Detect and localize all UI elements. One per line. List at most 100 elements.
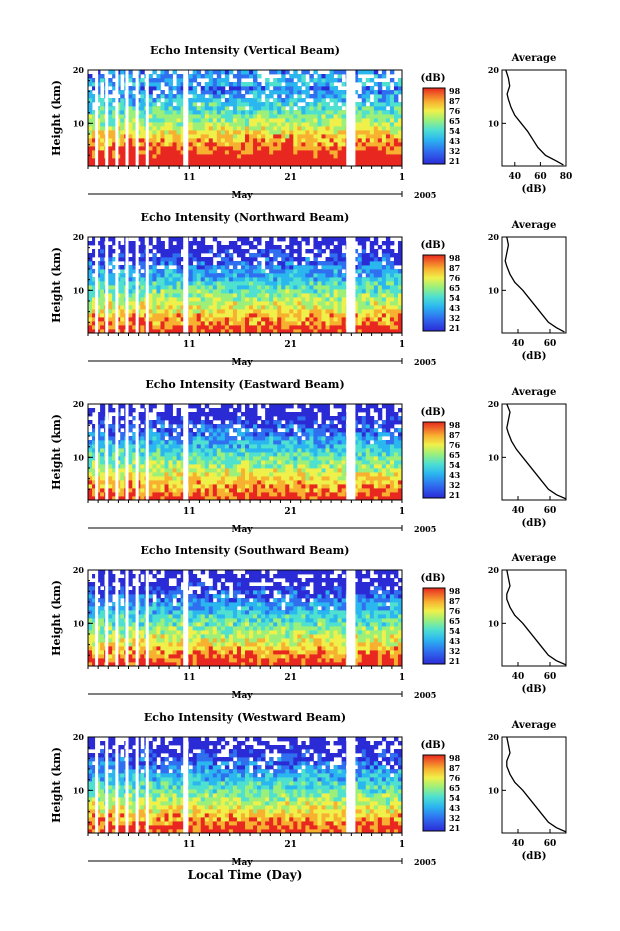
- heatmap-cell: [337, 464, 343, 469]
- heatmap-cell: [168, 488, 173, 493]
- heatmap-cell: [236, 440, 242, 445]
- heatmap-cell: [297, 122, 302, 127]
- heatmap-cell: [325, 150, 330, 155]
- heatmap-cell: [172, 480, 177, 485]
- heatmap-cell: [172, 245, 177, 250]
- heatmap-cell: [128, 325, 133, 330]
- heatmap-cell: [228, 448, 234, 453]
- heatmap-cell: [192, 130, 198, 135]
- heatmap-cell: [321, 158, 326, 163]
- heatmap-cell: [333, 444, 338, 449]
- heatmap-cell: [397, 444, 403, 449]
- heatmap-cell: [120, 448, 125, 453]
- heatmap-cell: [164, 126, 169, 131]
- heatmap-cell: [285, 94, 290, 99]
- heatmap-cell: [192, 138, 198, 143]
- heatmap-cell: [317, 309, 322, 314]
- heatmap-cell: [309, 94, 314, 99]
- heatmap-cell: [377, 118, 383, 123]
- heatmap-cell: [200, 269, 206, 274]
- heatmap-cell: [160, 70, 165, 75]
- heatmap-cell: [361, 106, 367, 111]
- heatmap-cell: [273, 126, 278, 131]
- heatmap-cell: [301, 492, 306, 497]
- heatmap-cell: [301, 440, 306, 445]
- heatmap-cell: [301, 106, 306, 111]
- heatmap-cell: [317, 488, 322, 493]
- heatmap-cell: [301, 488, 306, 493]
- heatmap-cell: [192, 329, 198, 334]
- heatmap-cell: [188, 476, 194, 481]
- heatmap-cell: [108, 329, 113, 334]
- heatmap-cell: [180, 94, 186, 99]
- heatmap-cell: [265, 428, 270, 433]
- heatmap-cell: [281, 154, 286, 159]
- heatmap-cell: [361, 285, 367, 290]
- heatmap-cell: [236, 488, 242, 493]
- heatmap-cell: [112, 488, 117, 493]
- heatmap-cell: [309, 150, 314, 155]
- heatmap-cell: [249, 253, 254, 258]
- heatmap-cell: [152, 265, 157, 270]
- heatmap-cell: [273, 496, 278, 501]
- heatmap-cell: [160, 428, 165, 433]
- heatmap-cell: [285, 86, 290, 91]
- heatmap-cell: [168, 444, 173, 449]
- heatmap-cell: [297, 245, 302, 250]
- heatmap-cell: [164, 444, 169, 449]
- heatmap-cell: [224, 110, 230, 115]
- heatmap-cell: [212, 281, 218, 286]
- heatmap-cell: [305, 106, 310, 111]
- heatmap-cell: [277, 436, 282, 441]
- heatmap-cell: [220, 496, 226, 501]
- heatmap-cell: [132, 496, 137, 501]
- heatmap-cell: [385, 269, 391, 274]
- heatmap-cell: [309, 78, 314, 83]
- heatmap-cell: [389, 492, 395, 497]
- heatmap-cell: [160, 102, 165, 107]
- heatmap-cell: [224, 273, 230, 278]
- heatmap-cell: [389, 281, 395, 286]
- heatmap-cell: [220, 245, 226, 250]
- heatmap-cell: [116, 476, 121, 481]
- heatmap-cell: [220, 70, 226, 75]
- heatmap-cell: [152, 325, 157, 330]
- heatmap-cell: [257, 309, 262, 314]
- heatmap-cell: [305, 484, 310, 489]
- heatmap-cell: [265, 488, 270, 493]
- heatmap-cell: [293, 293, 298, 298]
- heatmap-cell: [365, 277, 371, 282]
- heatmap-cell: [120, 480, 125, 485]
- heatmap-cell: [265, 329, 270, 334]
- profile-x-tick-label: 40: [509, 172, 522, 182]
- heatmap-cell: [108, 452, 113, 457]
- heatmap-cell: [228, 98, 234, 103]
- heatmap-cell: [329, 142, 334, 147]
- heatmap-cell: [96, 444, 101, 449]
- heatmap-cell: [228, 277, 234, 282]
- heatmap-cell: [200, 265, 206, 270]
- heatmap-cell: [176, 432, 181, 437]
- heatmap-cell: [176, 253, 181, 258]
- heatmap-cell: [313, 277, 318, 282]
- heatmap-cell: [253, 488, 258, 493]
- heatmap-cell: [365, 305, 371, 310]
- heatmap-cell: [96, 150, 101, 155]
- heatmap-cell: [176, 118, 181, 123]
- heatmap-cell: [329, 253, 334, 258]
- heatmap-cell: [257, 114, 262, 119]
- heatmap-cell: [152, 305, 157, 310]
- heatmap-cell: [357, 146, 363, 151]
- heatmap-cell: [240, 82, 246, 87]
- heatmap-cell: [240, 484, 246, 489]
- heatmap-cell: [236, 86, 242, 91]
- heatmap-cell: [273, 134, 278, 139]
- heatmap-cell: [200, 257, 206, 262]
- heatmap-cell: [329, 313, 334, 318]
- heatmap-cell: [309, 488, 314, 493]
- heatmap-cell: [309, 432, 314, 437]
- colorbar-unit: (dB): [421, 73, 446, 84]
- heatmap-cell: [309, 134, 314, 139]
- heatmap-cell: [172, 436, 177, 441]
- heatmap-cell: [172, 309, 177, 314]
